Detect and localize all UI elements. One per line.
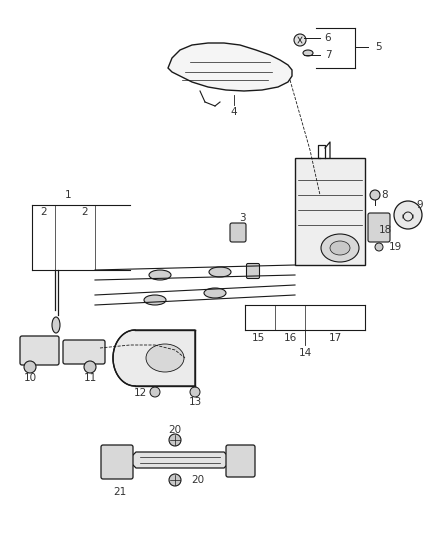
Ellipse shape	[209, 267, 231, 277]
Polygon shape	[113, 330, 195, 386]
Text: 16: 16	[283, 333, 297, 343]
Text: 19: 19	[389, 242, 402, 252]
Text: 5: 5	[374, 42, 381, 52]
Text: 12: 12	[134, 388, 147, 398]
FancyBboxPatch shape	[226, 445, 255, 477]
FancyBboxPatch shape	[368, 213, 390, 242]
Circle shape	[294, 34, 306, 46]
Text: 8: 8	[381, 190, 389, 200]
Text: 1: 1	[65, 190, 71, 200]
FancyBboxPatch shape	[247, 263, 259, 279]
Ellipse shape	[149, 270, 171, 280]
Text: 7: 7	[325, 50, 331, 60]
Text: 18: 18	[378, 225, 392, 235]
Text: 6: 6	[325, 33, 331, 43]
Text: 14: 14	[298, 348, 311, 358]
FancyBboxPatch shape	[230, 223, 246, 242]
Text: 20: 20	[169, 425, 182, 435]
Circle shape	[84, 361, 96, 373]
Text: 3: 3	[239, 213, 245, 223]
Ellipse shape	[146, 344, 184, 372]
Polygon shape	[168, 43, 292, 91]
Circle shape	[375, 243, 383, 251]
FancyBboxPatch shape	[101, 445, 133, 479]
Circle shape	[24, 361, 36, 373]
Circle shape	[169, 474, 181, 486]
Text: 11: 11	[83, 373, 97, 383]
Text: 2: 2	[82, 207, 88, 217]
Polygon shape	[130, 452, 230, 468]
Text: 20: 20	[191, 475, 205, 485]
Text: 17: 17	[328, 333, 342, 343]
FancyBboxPatch shape	[20, 336, 59, 365]
Circle shape	[150, 387, 160, 397]
Ellipse shape	[303, 50, 313, 56]
Text: 4: 4	[231, 107, 237, 117]
Text: 2: 2	[41, 207, 47, 217]
Ellipse shape	[52, 317, 60, 333]
Text: 13: 13	[188, 397, 201, 407]
Polygon shape	[295, 158, 365, 265]
Ellipse shape	[144, 295, 166, 305]
Text: 9: 9	[417, 200, 423, 210]
Text: 15: 15	[251, 333, 265, 343]
Ellipse shape	[321, 234, 359, 262]
Ellipse shape	[330, 241, 350, 255]
Circle shape	[394, 201, 422, 229]
FancyBboxPatch shape	[63, 340, 105, 364]
Circle shape	[169, 434, 181, 446]
Circle shape	[370, 190, 380, 200]
Ellipse shape	[204, 288, 226, 298]
Text: 10: 10	[24, 373, 36, 383]
Circle shape	[190, 387, 200, 397]
Text: 21: 21	[113, 487, 127, 497]
